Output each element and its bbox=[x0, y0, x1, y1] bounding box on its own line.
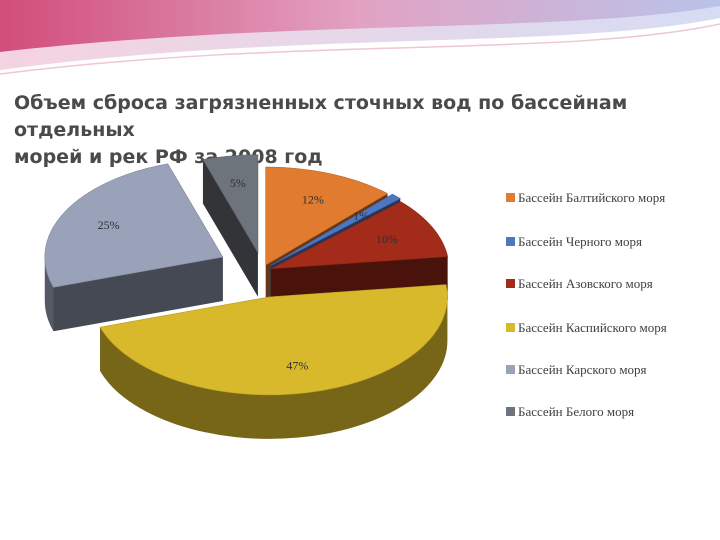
data-label-3: 47% bbox=[286, 359, 308, 373]
legend-label-5: Бассейн Белого моря bbox=[518, 404, 635, 419]
header-decoration bbox=[0, 0, 720, 75]
data-label-5: 5% bbox=[230, 176, 246, 190]
legend-swatch-5 bbox=[506, 407, 515, 416]
chart-title-line-1: Объем сброса загрязненных сточных вод по… bbox=[14, 92, 628, 141]
data-label-0: 12% bbox=[302, 192, 324, 206]
pie-slice-5 bbox=[202, 154, 259, 297]
legend-item-0: Бассейн Балтийского моря bbox=[506, 190, 706, 206]
legend-label-3: Бассейн Каспийского моря bbox=[518, 320, 667, 335]
pie-slice-4 bbox=[44, 163, 224, 332]
legend-item-5: Бассейн Белого моря bbox=[506, 404, 706, 420]
legend-swatch-0 bbox=[506, 193, 515, 202]
data-label-4: 25% bbox=[98, 218, 120, 232]
legend-label-0: Бассейн Балтийского моря bbox=[518, 190, 666, 205]
chart-title: Объем сброса загрязненных сточных вод по… bbox=[14, 90, 704, 171]
legend-swatch-3 bbox=[506, 323, 515, 332]
legend-swatch-4 bbox=[506, 365, 515, 374]
data-label-2: 10% bbox=[376, 232, 398, 246]
legend-label-4: Бассейн Карского моря bbox=[518, 362, 647, 377]
legend-label-2: Бассейн Азовского моря bbox=[518, 276, 653, 291]
legend-item-2: Бассейн Азовского моря bbox=[506, 276, 706, 292]
legend-item-3: Бассейн Каспийского моря bbox=[506, 320, 706, 336]
pie-slice-3 bbox=[99, 284, 448, 439]
legend-label-1: Бассейн Черного моря bbox=[518, 234, 643, 249]
legend-item-4: Бассейн Карского моря bbox=[506, 362, 706, 378]
legend-item-1: Бассейн Черного моря bbox=[506, 234, 706, 250]
legend-swatch-2 bbox=[506, 279, 515, 288]
legend-swatch-1 bbox=[506, 237, 515, 246]
data-label-1: 1% bbox=[353, 209, 369, 223]
